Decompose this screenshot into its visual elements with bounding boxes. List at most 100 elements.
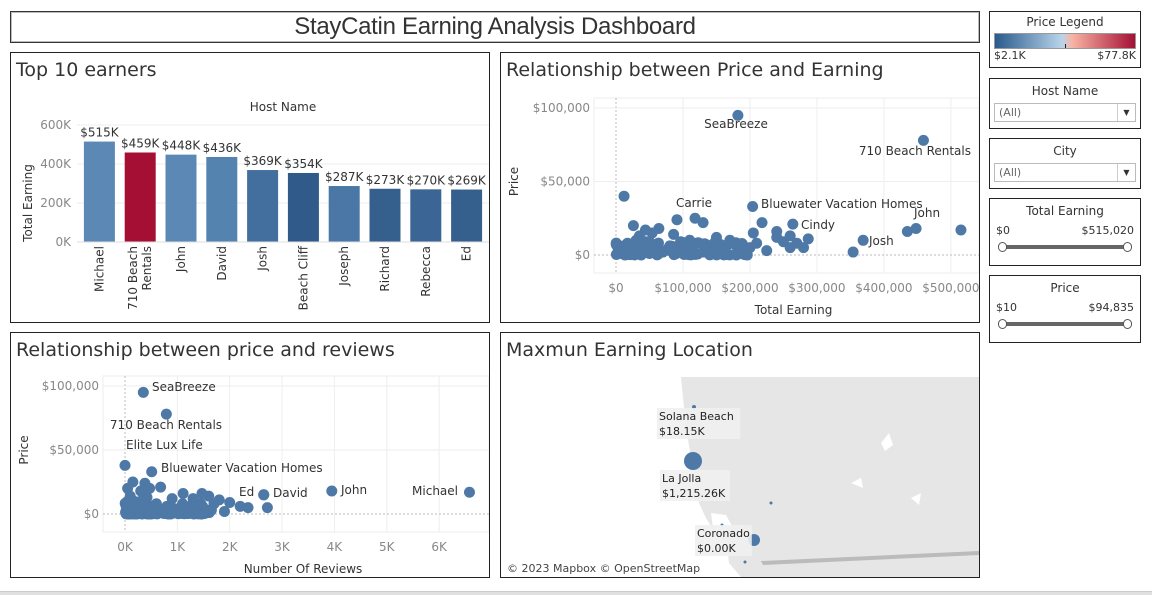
svg-text:2K: 2K [222, 540, 239, 554]
top10-bar-chart: Host Name Total Earning 0K 200K 400K 600K $515… [11, 53, 489, 322]
dashboard-title: StayCatin Earning Analysis Dashboard [294, 13, 695, 41]
bar[interactable] [329, 186, 360, 242]
svg-text:$354K: $354K [284, 157, 324, 171]
svg-text:0K: 0K [117, 540, 134, 554]
dashboard-title-box: StayCatin Earning Analysis Dashboard [10, 11, 980, 43]
svg-text:$1,215.26K: $1,215.26K [662, 487, 726, 500]
bar[interactable] [125, 152, 156, 242]
earning-map[interactable]: © 2023 Mapbox © OpenStreetMap Solana Bea… [501, 333, 979, 577]
svg-text:John: John [174, 246, 188, 273]
svg-text:400K: 400K [40, 157, 72, 171]
city-filter-title: City [990, 144, 1140, 158]
svg-text:6K: 6K [431, 540, 448, 554]
chevron-down-icon[interactable]: ▼ [1117, 164, 1135, 181]
bar[interactable] [206, 157, 237, 242]
svg-text:$369K: $369K [243, 154, 283, 168]
svg-text:Elite Lux Life: Elite Lux Life [126, 438, 203, 452]
labeled-point[interactable] [258, 489, 269, 500]
svg-text:4K: 4K [327, 540, 344, 554]
labeled-point[interactable] [690, 213, 701, 224]
svg-text:$270K: $270K [407, 173, 447, 187]
bar[interactable] [166, 155, 197, 242]
svg-text:Ed: Ed [239, 485, 254, 499]
svg-text:5K: 5K [379, 540, 396, 554]
price-legend-title: Price Legend [990, 15, 1140, 29]
city-dropdown-value: (All) [999, 166, 1021, 179]
svg-text:SeaBreeze: SeaBreeze [704, 117, 768, 131]
svg-text:$436K: $436K [203, 141, 243, 155]
svg-text:$0: $0 [84, 507, 99, 521]
svg-text:$448K: $448K [162, 139, 202, 153]
price-legend: Price Legend $2.1K $77.8K [989, 11, 1141, 68]
price-legend-gradient [994, 33, 1136, 49]
svg-text:$500,000: $500,000 [922, 281, 979, 295]
labeled-point[interactable] [464, 487, 475, 498]
price-slider[interactable] [998, 319, 1132, 329]
labeled-point[interactable] [911, 223, 922, 234]
bar[interactable] [84, 142, 115, 242]
host-name-dropdown[interactable]: (All) ▼ [994, 103, 1136, 122]
labeled-point[interactable] [146, 466, 157, 477]
top10-panel: Top 10 earners Host Name Total Earning 0K 2… [10, 52, 490, 323]
labeled-point[interactable] [120, 460, 131, 471]
price-earning-panel: Relationship between Price and Earning $… [500, 52, 980, 323]
slider-track[interactable] [1002, 322, 1128, 326]
sheet-tab-bar[interactable] [0, 591, 1152, 595]
svg-text:$400,000: $400,000 [855, 281, 912, 295]
chevron-down-icon[interactable]: ▼ [1117, 104, 1135, 121]
svg-text:John: John [913, 206, 940, 220]
svg-text:Rebecca: Rebecca [419, 246, 433, 297]
svg-text:710 Beach Rentals: 710 Beach Rentals [110, 418, 222, 432]
bar[interactable] [451, 190, 482, 242]
map-panel: Maxmun Earning Location © 2023 Mapbox © … [500, 332, 980, 578]
total-earning-slider[interactable] [998, 242, 1132, 252]
svg-text:Coronado: Coronado [697, 527, 750, 540]
svg-text:710 Beach Rentals: 710 Beach Rentals [859, 144, 971, 158]
slider-max-handle[interactable] [1123, 319, 1132, 329]
svg-text:Josh: Josh [256, 246, 270, 272]
host-name-dropdown-value: (All) [999, 106, 1021, 119]
labeled-point[interactable] [747, 201, 758, 212]
labeled-point[interactable] [138, 387, 149, 398]
price-filter-title: Price [990, 281, 1140, 295]
map-attribution: © 2023 Mapbox © OpenStreetMap [507, 562, 700, 575]
svg-text:$287K: $287K [325, 170, 365, 184]
svg-text:Rentals: Rentals [140, 246, 154, 290]
price-reviews-panel: Relationship between price and reviews 0… [10, 332, 490, 578]
svg-text:600K: 600K [40, 118, 72, 132]
svg-text:Bluewater Vacation Homes: Bluewater Vacation Homes [761, 197, 923, 211]
svg-text:Beach Cliff: Beach Cliff [296, 245, 310, 310]
svg-text:$459K: $459K [121, 136, 161, 150]
svg-text:Price: Price [507, 167, 521, 196]
svg-text:$50,000: $50,000 [49, 443, 99, 457]
slider-track[interactable] [1002, 245, 1128, 249]
labeled-point[interactable] [326, 485, 337, 496]
svg-text:$0: $0 [608, 281, 623, 295]
bar[interactable] [288, 173, 319, 242]
svg-text:$269K: $269K [447, 174, 487, 188]
svg-text:Bluewater Vacation Homes: Bluewater Vacation Homes [161, 461, 323, 475]
host-name-filter: Host Name (All) ▼ [989, 78, 1141, 129]
svg-text:$0: $0 [575, 248, 590, 262]
svg-text:La Jolla: La Jolla [662, 472, 701, 485]
svg-text:Solana Beach: Solana Beach [659, 410, 734, 423]
svg-text:Joseph: Joseph [337, 246, 351, 287]
svg-text:$273K: $273K [366, 173, 406, 187]
labeled-point[interactable] [787, 219, 798, 230]
svg-text:Cindy: Cindy [801, 218, 835, 232]
price-min: $10 [996, 301, 1017, 314]
bar[interactable] [247, 170, 278, 242]
svg-text:$300,000: $300,000 [788, 281, 845, 295]
svg-text:1K: 1K [170, 540, 187, 554]
bar[interactable] [410, 189, 441, 242]
location-marker[interactable] [684, 452, 702, 470]
bar[interactable] [370, 189, 401, 242]
labeled-point[interactable] [858, 235, 869, 246]
svg-text:SeaBreeze: SeaBreeze [152, 380, 216, 394]
slider-min-handle[interactable] [998, 242, 1007, 252]
slider-max-handle[interactable] [1123, 242, 1132, 252]
slider-min-handle[interactable] [998, 319, 1007, 329]
svg-text:Number Of Reviews: Number Of Reviews [244, 562, 363, 576]
svg-text:Josh: Josh [868, 234, 894, 248]
city-dropdown[interactable]: (All) ▼ [994, 163, 1136, 182]
